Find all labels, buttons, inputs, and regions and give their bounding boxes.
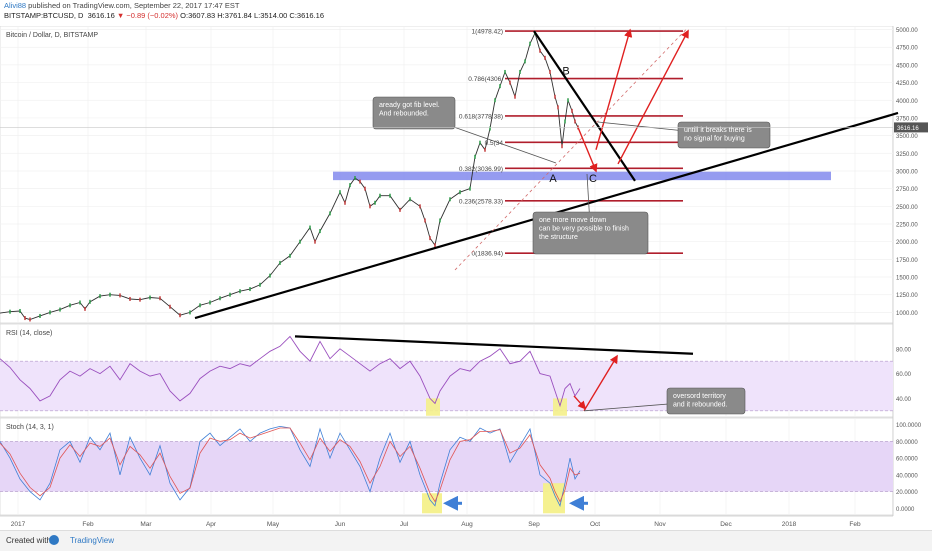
forecast-arrow-up [595, 28, 633, 150]
callout-one-more-text: can be very possible to finish [539, 226, 629, 233]
callout-one-more-box [532, 211, 649, 255]
stoch-pane-title: Stoch (14, 3, 1) [6, 424, 54, 431]
rsi-tick-label: 40.00 [896, 397, 912, 403]
price-tick-label: 4250.00 [896, 81, 918, 87]
callout-fib-box [372, 96, 456, 130]
symbol-line: BITSTAMP:BTCUSD, D 3616.16 ▼ −0.89 (−0.0… [4, 11, 324, 20]
fib-level-label: 0.236(2578.33) [459, 198, 503, 205]
rsi-arrow-down [573, 395, 587, 410]
x-tick-label: Aug [461, 521, 473, 528]
stoch-line-k [0, 425, 581, 507]
resistance-trendline [533, 30, 636, 182]
rsi-tick-label: 60.00 [896, 372, 912, 378]
stoch-tick-label: 20.0000 [896, 490, 918, 496]
callout-fib-text: aready got fib level. [379, 102, 440, 109]
rsi-highlight-aug [426, 398, 440, 416]
publish-info: published on TradingView.com, September … [26, 1, 240, 10]
x-tick-label: Jul [400, 521, 409, 528]
callout-fib-text: And rebounded. [379, 111, 429, 118]
stoch-tick-label: 60.0000 [896, 457, 918, 463]
rsi-band [0, 361, 893, 411]
last-price: 3616.16 [87, 11, 115, 20]
stoch-tick-label: 80.0000 [896, 440, 918, 446]
fib-level-label: 1(4978.42) [472, 29, 503, 36]
callout-one-more-text: the structure [539, 234, 578, 241]
x-tick-label: Dec [720, 521, 732, 528]
price-tick-label: 2750.00 [896, 187, 918, 193]
rsi-pane-title: RSI (14, close) [6, 330, 52, 337]
callout-no-signal-text: no signal for buying [684, 136, 745, 143]
stoch-tick-label: 100.0000 [896, 423, 922, 429]
price-tick-label: 4500.00 [896, 63, 918, 69]
price-tick-label: 4000.00 [896, 99, 918, 105]
callout-oversold-box [666, 387, 746, 415]
callout-oversold-text: and it rebounded. [673, 402, 728, 409]
rsi-line [0, 335, 581, 408]
forecast-arrow-down [577, 127, 598, 173]
fib-level-label: 0.786(4306. [468, 76, 503, 83]
chart-header: Alivi88 published on TradingView.com, Se… [0, 0, 932, 27]
stoch-tick-label: 0.0000 [896, 507, 915, 513]
price-tick-label: 1000.00 [896, 311, 918, 317]
x-tick-label: Nov [654, 521, 666, 528]
tradingview-brand-link[interactable]: TradingView [70, 536, 115, 545]
price-change: ▼ −0.89 (−0.02%) [116, 11, 179, 20]
x-tick-label: Feb [82, 521, 94, 528]
price-tick-label: 3000.00 [896, 169, 918, 175]
fib-level-label: 0.5(34 [485, 140, 504, 147]
price-tick-label: 2000.00 [896, 240, 918, 246]
x-tick-label: May [267, 521, 280, 528]
stoch-band [0, 441, 893, 492]
price-tick-label: 4750.00 [896, 46, 918, 52]
fib-level-label: 0.618(3778.38) [459, 113, 503, 120]
chart-canvas[interactable]: 2017 Feb Mar Apr May Jun Jul Aug Sep Oct Nov Dec 201… [0, 26, 932, 530]
wave-point-b: B [562, 66, 569, 78]
price-tick-label: 1500.00 [896, 276, 918, 282]
x-tick-label: Feb [849, 521, 861, 528]
rsi-tick-label: 80.00 [896, 347, 912, 353]
price-tick-label: 3500.00 [896, 134, 918, 140]
x-tick-label: Oct [590, 521, 600, 528]
support-zone [333, 171, 831, 181]
callout-one-more-text: one more move down [539, 217, 606, 224]
ohlc-values: O:3607.83 H:3761.84 L:3514.00 C:3616.16 [180, 11, 325, 20]
symbol-name: BITSTAMP:BTCUSD, D [4, 11, 84, 20]
callout-no-signal-text: untill it breaks there is [684, 127, 752, 134]
x-tick-label: Jun [335, 521, 346, 528]
price-tick-label: 1750.00 [896, 258, 918, 264]
price-scale [893, 26, 932, 516]
price-tick-label: 2250.00 [896, 223, 918, 229]
fib-trend-dashed [454, 29, 687, 271]
wave-point-c: C [589, 173, 597, 185]
author-link[interactable]: Alivi88 [4, 1, 27, 10]
footer-bar: Created with TradingView [0, 530, 932, 551]
price-tick-label: 5000.00 [896, 28, 918, 34]
price-tick-label: 1250.00 [896, 293, 918, 299]
stoch-highlight-sep [543, 483, 565, 514]
price-pane-title: Bitcoin / Dollar, D, BITSTAMP [6, 32, 98, 39]
callout-no-signal-box [677, 121, 771, 149]
price-tick-label: 3750.00 [896, 116, 918, 122]
x-tick-label: 2017 [11, 521, 26, 528]
fib-level-label: 0(1836.94) [472, 251, 503, 258]
created-with-text: Created with [6, 536, 51, 545]
wave-point-a: A [549, 173, 557, 185]
tradingview-logo-icon [49, 535, 59, 545]
price-tick-label: 2500.00 [896, 205, 918, 211]
stoch-line-d [0, 427, 581, 503]
callout-oversold-text: oversord territory [673, 393, 726, 400]
rsi-trendline [294, 335, 694, 355]
last-price-tag-label: 3616.16 [897, 126, 919, 132]
x-tick-label: Apr [206, 521, 217, 528]
rsi-arrow-up [583, 354, 618, 412]
stoch-tick-label: 40.0000 [896, 473, 918, 479]
publish-line: Alivi88 published on TradingView.com, Se… [4, 1, 239, 10]
x-tick-label: Mar [140, 521, 152, 528]
forecast-arrow-up-2 [617, 29, 689, 165]
price-tick-label: 3250.00 [896, 152, 918, 158]
last-price-tag [894, 122, 928, 133]
x-tick-label: Sep [528, 521, 540, 528]
fib-level-label: 0.382(3036.99) [459, 166, 503, 173]
x-tick-label: 2018 [782, 521, 797, 528]
